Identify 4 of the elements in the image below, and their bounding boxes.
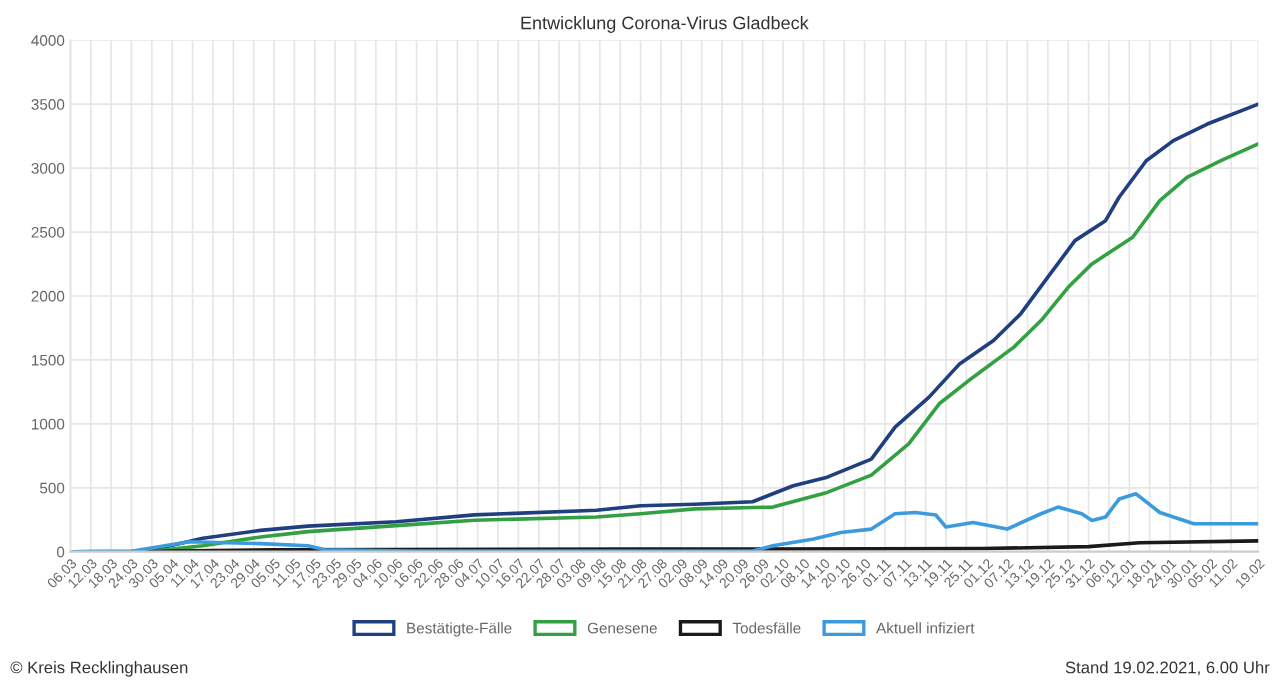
text: © Kreis Recklinghausen	[10, 661, 188, 677]
chart-title: Entwicklung Corona-Virus Gladbeck	[521, 16, 809, 33]
line-series	[70, 492, 1259, 552]
text: Stand 19.02.2021, 6.00 Uhr	[1065, 661, 1270, 676]
